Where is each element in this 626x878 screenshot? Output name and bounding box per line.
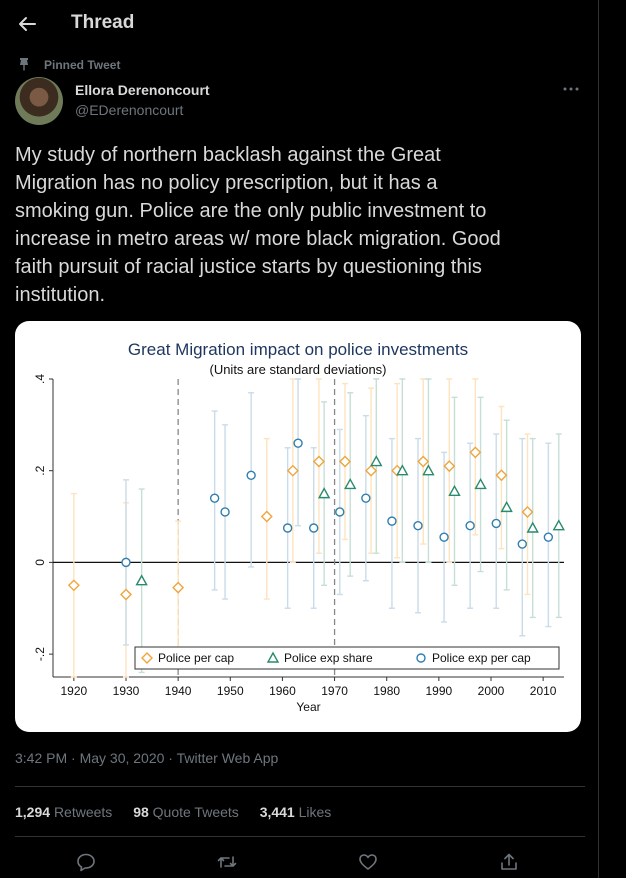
data-point bbox=[172, 581, 185, 594]
divider bbox=[15, 786, 585, 787]
data-point bbox=[465, 521, 475, 531]
tweet-line: My study of northern backlash against th… bbox=[15, 144, 441, 166]
tweet-line: smoking gun. Police are the only public … bbox=[15, 200, 487, 222]
legend-marker bbox=[141, 652, 153, 664]
tweet-line: faith pursuit of racial justice starts b… bbox=[15, 256, 482, 278]
data-point bbox=[417, 455, 430, 468]
data-point bbox=[335, 507, 345, 517]
legend-marker bbox=[266, 651, 280, 663]
data-point bbox=[448, 484, 461, 497]
data-point bbox=[293, 438, 303, 448]
x-tick-label: 2010 bbox=[530, 684, 557, 698]
data-point bbox=[309, 523, 319, 533]
header-title: Thread bbox=[71, 12, 135, 33]
x-axis-label: Year bbox=[296, 700, 320, 714]
y-tick-label: 0 bbox=[33, 559, 47, 566]
data-point bbox=[246, 470, 256, 480]
x-tick-label: 1990 bbox=[426, 684, 453, 698]
legend-marker bbox=[416, 653, 426, 663]
data-point bbox=[220, 507, 230, 517]
data-point bbox=[135, 574, 148, 586]
author-handle[interactable]: @EDerenoncourt bbox=[75, 102, 184, 118]
data-point bbox=[474, 478, 487, 490]
tweet-line: increase in metro areas w/ more black mi… bbox=[15, 228, 501, 250]
chart-subtitle: (Units are standard deviations) bbox=[209, 362, 386, 377]
legend-label: Police exp share bbox=[284, 651, 373, 665]
data-point bbox=[526, 521, 539, 533]
x-tick-label: 1960 bbox=[269, 684, 296, 698]
data-point bbox=[500, 500, 513, 513]
divider bbox=[15, 836, 585, 837]
x-tick-label: 1940 bbox=[165, 684, 192, 698]
data-point bbox=[121, 557, 131, 568]
tweet-timestamp[interactable]: 3:42 PM · May 30, 2020 · Twitter Web App bbox=[15, 750, 279, 766]
data-point bbox=[365, 464, 378, 477]
x-tick-label: 1980 bbox=[373, 684, 400, 698]
data-point bbox=[439, 532, 449, 542]
data-point bbox=[469, 446, 482, 459]
more-options-icon[interactable] bbox=[560, 82, 582, 96]
data-point bbox=[339, 455, 351, 468]
y-tick-label: .4 bbox=[33, 374, 47, 384]
data-point bbox=[413, 521, 423, 531]
x-tick-label: 1950 bbox=[217, 684, 244, 698]
data-point bbox=[312, 455, 325, 468]
chart-title: Great Migration impact on police investm… bbox=[128, 340, 468, 359]
legend-label: Police per cap bbox=[158, 651, 234, 665]
legend-label: Police exp per cap bbox=[432, 651, 531, 665]
data-point bbox=[387, 516, 397, 526]
reply-icon[interactable] bbox=[76, 852, 96, 872]
data-point bbox=[67, 579, 80, 592]
retweet-count[interactable]: 1,294 Retweets bbox=[15, 804, 113, 820]
thread-header: Thread bbox=[0, 0, 598, 48]
chart-image[interactable]: Great Migration impact on police investm… bbox=[15, 321, 581, 732]
tweet-line: Migration has no policy prescription, bu… bbox=[15, 172, 438, 194]
legend-box bbox=[134, 646, 560, 670]
pin-icon bbox=[17, 57, 31, 71]
tweet-stats: 1,294 Retweets 98 Quote Tweets 3,441 Lik… bbox=[15, 804, 348, 820]
tweet-text: My study of northern backlash against th… bbox=[15, 141, 585, 309]
x-tick-label: 1930 bbox=[113, 684, 140, 698]
data-point bbox=[396, 464, 409, 476]
share-icon[interactable] bbox=[499, 852, 519, 872]
data-point bbox=[120, 588, 132, 601]
tweet-line: institution. bbox=[15, 284, 106, 306]
data-point bbox=[282, 523, 293, 533]
data-point bbox=[286, 464, 299, 477]
data-point bbox=[521, 505, 534, 518]
retweet-icon[interactable] bbox=[217, 852, 237, 872]
data-point bbox=[260, 510, 273, 523]
y-tick-label: .2 bbox=[33, 465, 47, 475]
back-arrow-icon[interactable] bbox=[14, 10, 42, 38]
data-point bbox=[552, 519, 565, 531]
x-tick-label: 2000 bbox=[478, 684, 505, 698]
data-point bbox=[370, 455, 383, 467]
data-point bbox=[422, 464, 435, 476]
author-name[interactable]: Ellora Derenoncourt bbox=[75, 82, 210, 98]
x-tick-label: 1920 bbox=[61, 684, 88, 698]
like-count[interactable]: 3,441 Likes bbox=[259, 804, 332, 820]
data-point bbox=[443, 460, 456, 473]
data-point bbox=[317, 487, 331, 499]
data-point bbox=[543, 532, 554, 542]
data-point bbox=[491, 518, 501, 529]
data-point bbox=[344, 478, 357, 490]
chart-svg: Great Migration impact on police investm… bbox=[33, 340, 565, 714]
data-point bbox=[517, 539, 527, 549]
column-border bbox=[598, 0, 599, 878]
data-point bbox=[361, 493, 371, 503]
x-tick-label: 1970 bbox=[321, 684, 348, 698]
quote-count[interactable]: 98 Quote Tweets bbox=[133, 804, 239, 820]
data-point bbox=[209, 493, 220, 503]
pinned-label: Pinned Tweet bbox=[44, 58, 121, 72]
data-point bbox=[495, 469, 508, 482]
y-tick-label: -.2 bbox=[33, 647, 47, 661]
like-icon[interactable] bbox=[358, 852, 378, 872]
avatar[interactable] bbox=[15, 77, 63, 125]
